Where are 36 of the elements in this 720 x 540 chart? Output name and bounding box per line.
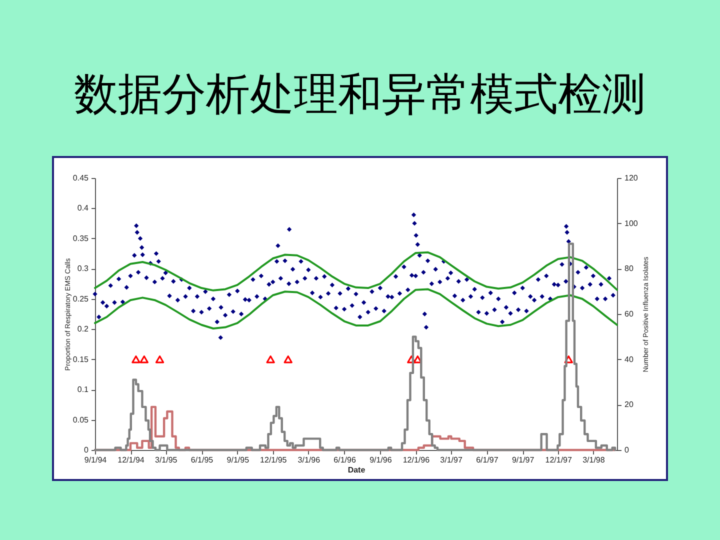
y-tick-label: 0.1 [77,385,90,394]
y-tick-label: 0.3 [77,264,90,274]
x-tick-label: 3/1/96 [298,456,321,464]
line-series [94,251,618,292]
x-tick-label: 9/1/97 [512,456,535,464]
x-tick-label: 12/1/95 [260,456,288,464]
x-tick-label: 9/1/95 [226,456,250,464]
line-series [94,288,618,330]
y-tick-label: 0 [84,446,90,454]
x-tick-label: 6/1/96 [334,456,356,464]
y2-tick-label: 40 [624,354,634,364]
y-tick-label: 0.35 [72,234,90,243]
x-tick-label: 6/1/97 [476,456,499,464]
x-tick-label: 3/1/98 [582,456,606,464]
x-tick-label: 3/1/95 [154,456,178,464]
y2-tick-label: 0 [624,446,630,454]
y-tick-label: 0.45 [72,174,90,182]
y2-tick-label: 100 [624,218,638,228]
y-tick-label: 0.4 [77,204,90,213]
x-axis-title: Date [348,466,366,474]
y2-tick-label: 20 [624,400,634,410]
y2-tick-label: 60 [624,310,634,318]
y-tick-label: 0.15 [72,354,90,364]
x-tick-label: 3/1/97 [440,456,463,464]
x-tick-label: 9/1/94 [84,456,108,464]
x-tick-label: 6/1/95 [190,456,214,464]
y-tick-label: 0.2 [77,324,90,334]
chart-title: 数据分析处理和异常模式检测 [74,69,646,120]
x-tick-label: 9/1/96 [370,456,392,464]
y2-tick-label: 120 [624,174,638,182]
x-tick-label: 12/1/94 [118,456,145,464]
x-tick-label: 12/1/97 [545,456,572,464]
y-tick-label: 0.05 [72,415,90,424]
x-tick-label: 12/1/96 [402,456,430,464]
y2-tick-label: 80 [624,264,634,274]
y-tick-label: 0.25 [72,294,90,304]
